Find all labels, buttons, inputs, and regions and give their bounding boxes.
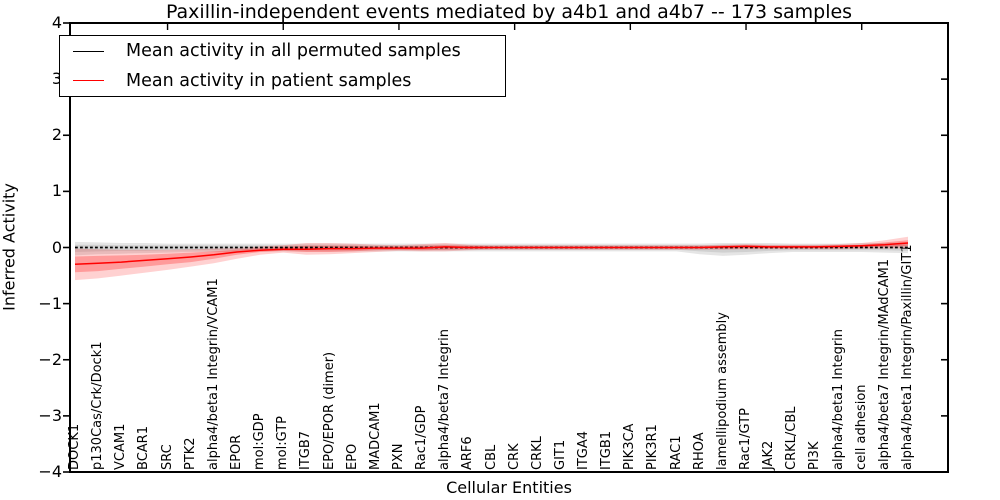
permuted-band-outer-fill <box>75 241 908 256</box>
x-tick-label: GIT1 <box>552 439 568 470</box>
x-tick-label: mol:GTP <box>275 416 291 470</box>
x-tick-label: CRKL <box>529 436 545 470</box>
x-tick-label: PTK2 <box>182 437 198 470</box>
y-tick-label: 2 <box>51 125 62 145</box>
y-tick-label: 0 <box>51 237 62 257</box>
x-tick-label: PIK3R1 <box>645 424 661 470</box>
x-tick-label: ITGB1 <box>599 430 615 470</box>
x-tick-label: ARF6 <box>460 436 476 470</box>
y-tick-label: −3 <box>38 405 62 425</box>
patient-band-outer-fill <box>75 236 908 281</box>
x-tick-label: Rac1/GTP <box>738 408 754 470</box>
patient-band-inner-fill <box>75 240 908 273</box>
x-tick-label: JAK2 <box>761 440 777 470</box>
x-tick-label: alpha4/beta1 Integrin/Paxillin/GIT1 <box>900 244 915 470</box>
y-tick-label: −2 <box>38 349 62 369</box>
x-tick-label: alpha4/beta7 Integrin/MAdCAM1 <box>876 259 892 470</box>
x-tick-label: PI3K <box>807 441 823 470</box>
x-tick-label: RAC1 <box>668 435 684 470</box>
x-tick-label: BCAR1 <box>136 426 152 470</box>
permuted-band-inner-fill <box>75 244 908 253</box>
x-axis-label: Cellular Entities <box>446 478 572 497</box>
legend-label-patient: Mean activity in patient samples <box>126 70 412 91</box>
legend-entry-permuted: Mean activity in all permuted samples <box>60 37 505 66</box>
x-tick-label: RHOA <box>691 432 707 470</box>
x-tick-label: PXN <box>390 443 406 470</box>
legend-entry-patient: Mean activity in patient samples <box>60 66 505 95</box>
x-tick-label: ITGA4 <box>576 430 592 470</box>
x-tick-label: alpha4/beta1 Integrin/VCAM1 <box>205 278 221 470</box>
x-tick-label: alpha4/beta1 Integrin <box>830 328 846 470</box>
legend-sample-0 <box>73 50 104 52</box>
patient-mean-line <box>74 242 909 266</box>
legend-label-permuted: Mean activity in all permuted samples <box>126 41 461 62</box>
y-tick-label: 4 <box>51 13 62 32</box>
x-tick-label: EPO <box>344 443 360 470</box>
y-tick-label: 1 <box>51 181 62 201</box>
x-tick-label: DOCK1 <box>67 423 82 470</box>
x-tick-label: EPOR <box>228 434 244 470</box>
x-tick-label: Rac1/GDP <box>414 405 430 470</box>
legend-sample-1 <box>73 80 104 82</box>
x-tick-label: alpha4/beta7 Integrin <box>437 328 453 470</box>
x-tick-label: CRKL/CBL <box>784 406 800 471</box>
x-tick-label: mol:GDP <box>252 413 268 470</box>
x-tick-label: EPO/EPOR (dimer) <box>321 351 337 470</box>
y-tick-label: −4 <box>38 462 62 481</box>
x-tick-label: lamellipodium assembly <box>714 312 730 470</box>
y-tick-label: 3 <box>51 69 62 89</box>
x-tick-label: CBL <box>483 444 499 470</box>
y-tick-label: −1 <box>38 293 62 313</box>
legend: Mean activity in all permuted samples Me… <box>59 35 506 97</box>
x-tick-label: ITGB7 <box>298 430 314 470</box>
x-tick-label: VCAM1 <box>113 423 129 470</box>
x-tick-label: SRC <box>159 444 175 470</box>
x-tick-label: CRK <box>506 443 522 470</box>
x-tick-label: MADCAM1 <box>367 402 383 470</box>
x-tick-label: PIK3CA <box>622 423 638 470</box>
chart-title: Paxillin-independent events mediated by … <box>165 1 853 23</box>
x-tick-label: cell adhesion <box>853 384 869 470</box>
x-tick-label: p130Cas/Crk/Dock1 <box>90 341 106 470</box>
